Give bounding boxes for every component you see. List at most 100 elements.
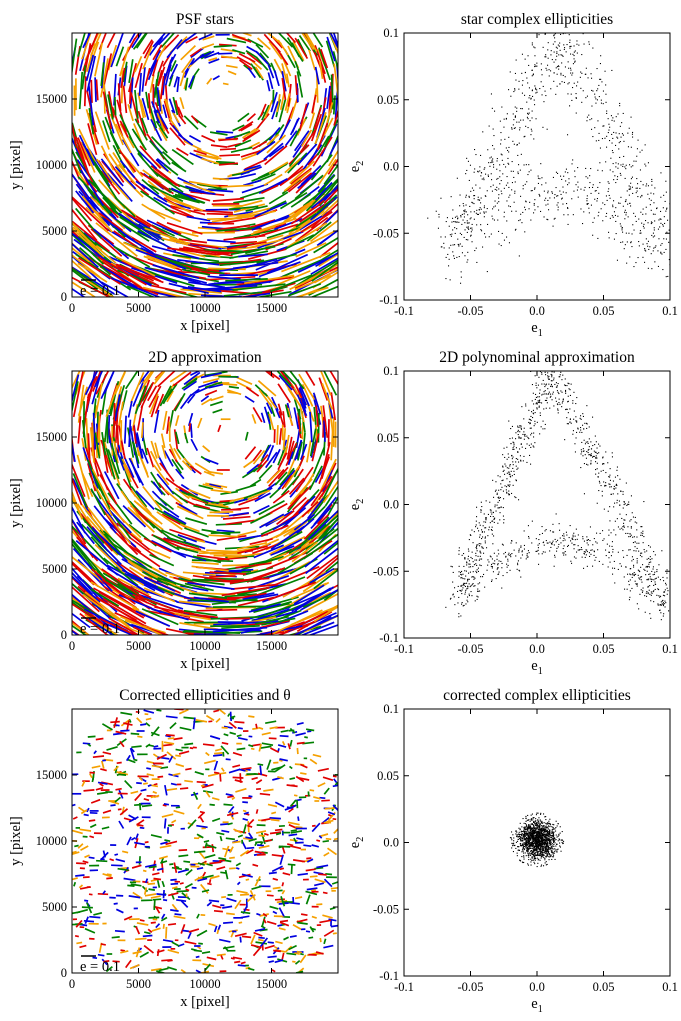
scatter-point	[602, 530, 604, 532]
scatter-point	[599, 63, 601, 65]
scatter-point	[633, 229, 635, 231]
whisker	[287, 451, 294, 466]
whisker	[278, 99, 287, 123]
whisker	[294, 896, 303, 900]
scatter-point	[604, 485, 606, 487]
whisker	[184, 432, 189, 444]
scatter-point	[660, 222, 662, 224]
scatter-point	[514, 127, 516, 129]
scatter-point	[569, 47, 571, 49]
scatter-point	[481, 506, 483, 508]
whisker	[163, 164, 179, 176]
whisker	[159, 385, 172, 407]
whisker	[74, 934, 79, 938]
whisker	[266, 759, 272, 770]
scatter-point	[472, 576, 474, 578]
whisker	[90, 488, 106, 516]
scatter-point	[480, 197, 482, 199]
whisker	[239, 59, 253, 70]
scatter-point	[665, 602, 667, 604]
scatter-point	[462, 605, 464, 607]
whisker	[219, 260, 263, 267]
scatter-point	[654, 578, 656, 580]
whisker	[311, 433, 320, 462]
whisker	[185, 517, 208, 526]
scatter-point	[648, 566, 650, 568]
whisker	[232, 48, 246, 55]
whisker	[278, 410, 285, 427]
scatter-point	[659, 596, 661, 598]
whisker	[267, 64, 275, 79]
whisker	[137, 449, 149, 475]
x-tick-label: 15000	[256, 639, 287, 653]
scatter-point	[551, 386, 553, 388]
scatter-point	[644, 249, 646, 251]
whisker	[82, 860, 89, 864]
whisker	[279, 854, 284, 865]
panel-title: 2D polynominal approximation	[439, 349, 635, 366]
whisker	[332, 932, 337, 935]
whisker	[208, 720, 213, 723]
scatter-point	[515, 497, 517, 499]
scatter-point	[530, 427, 532, 429]
scatter-point	[492, 479, 494, 481]
scatter-point	[613, 200, 615, 202]
scatter-point	[486, 208, 488, 210]
scatter-point	[652, 250, 654, 252]
whisker	[188, 134, 202, 143]
whisker	[78, 806, 85, 813]
whisker	[142, 485, 163, 511]
scatter-point	[628, 188, 630, 190]
whisker	[78, 884, 84, 889]
whisker	[143, 576, 176, 592]
scatter-point	[532, 417, 534, 419]
scatter-point	[597, 120, 599, 122]
whisker	[185, 377, 198, 387]
scatter-point	[649, 546, 651, 548]
whisker	[318, 47, 331, 81]
whisker	[165, 477, 189, 495]
scatter-point	[594, 451, 596, 453]
scatter-point	[460, 216, 462, 218]
scatter-point	[570, 93, 572, 95]
scatter-point	[568, 82, 570, 84]
whisker	[258, 499, 285, 516]
whisker	[245, 878, 250, 881]
scatter-point	[616, 259, 618, 261]
scatter-point	[546, 542, 548, 544]
scatter-point	[556, 47, 558, 49]
whisker	[284, 610, 329, 634]
scatter-point	[622, 491, 624, 493]
scatter-point	[617, 113, 619, 115]
scatter-point	[600, 485, 602, 487]
scatter-point	[531, 75, 533, 77]
scatter-point	[520, 119, 522, 121]
scatter-point	[633, 550, 635, 552]
scatter-point	[539, 371, 541, 373]
scatter-point	[452, 217, 454, 219]
scatter-point	[493, 206, 495, 208]
scatter-point	[622, 241, 624, 243]
scatter-point	[550, 385, 552, 387]
scatter-point	[534, 442, 536, 444]
scatter-point	[486, 190, 488, 192]
scatter-point	[454, 587, 456, 589]
whisker	[220, 617, 250, 620]
scatter-point	[514, 72, 516, 74]
whisker	[111, 542, 153, 569]
scatter-point	[563, 552, 565, 554]
scatter-point	[477, 170, 479, 172]
whisker	[303, 844, 312, 848]
whisker	[333, 108, 338, 126]
scatter-point	[520, 545, 522, 547]
scatter-point	[614, 582, 616, 584]
scatter-point	[483, 552, 485, 554]
whisker	[188, 180, 219, 188]
y-tick-label: 0.05	[377, 431, 399, 445]
scatter-point	[598, 211, 600, 213]
scatter-point	[625, 212, 627, 214]
scatter-point	[450, 244, 452, 246]
scatter-point	[492, 516, 494, 518]
whisker	[274, 218, 303, 231]
